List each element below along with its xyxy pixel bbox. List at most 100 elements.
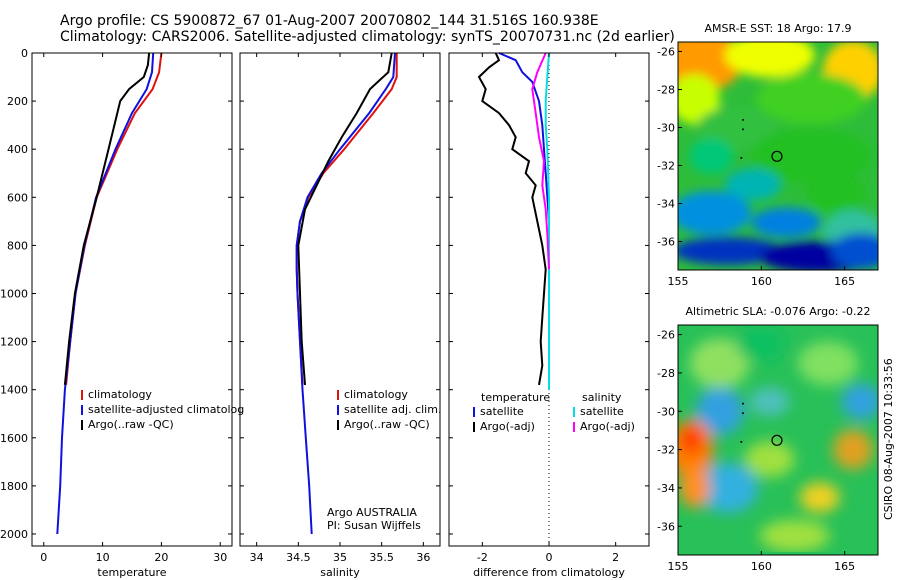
map-panels: 155 160 165 -26 -28 -30 -32 -34 -36 AMSR-E SST: 1… [657, 22, 879, 573]
legend-label: satellite [580, 405, 624, 418]
heatmap-cell [678, 74, 720, 124]
y-tick-label: -36 [657, 520, 675, 533]
heatmap-cell [799, 482, 840, 513]
x-tick-label: 160 [751, 560, 772, 573]
profile-panels: 0 10 20 30temperature0200400600800100012001… [0, 47, 650, 579]
chart-sst-map: 155 160 165 -26 -28 -30 -32 -34 -36 AMSR-E SST: 1… [657, 22, 879, 288]
legend-label: Argo(-adj) [580, 420, 635, 433]
axes-frame [239, 52, 441, 547]
y-tick-label: 800 [7, 239, 28, 252]
chart-salinity-profile: 34 34.5 35 35.5 36 salinity climatology satelli… [239, 52, 441, 579]
figure-title-line-1: Argo profile: CS 5900872_67 01-Aug-2007 … [60, 13, 599, 29]
heatmap-cell [695, 387, 744, 436]
y-tick-label: 1000 [0, 287, 28, 300]
legend-label: Argo(..raw -QC) [344, 418, 430, 431]
legend-label: satellite [480, 405, 524, 418]
heatmap-cell [696, 107, 777, 148]
heatmap-cell [689, 338, 750, 389]
y-tick-label: 1800 [0, 480, 28, 493]
y-tick-label: -28 [657, 84, 675, 97]
map-title: AMSR-E SST: 18 Argo: 17.9 [704, 22, 851, 35]
y-tick-label: 0 [21, 47, 28, 60]
heatmap-cell [749, 387, 790, 416]
x-axis-label: salinity [320, 566, 360, 579]
x-tick-label: 10 [96, 551, 110, 564]
heatmap-cells [678, 326, 878, 552]
heatmap-cells [678, 42, 878, 270]
track-point-marker [740, 440, 743, 443]
y-tick-label: -28 [657, 367, 675, 380]
legend-label: climatology [88, 388, 152, 401]
x-tick-label: 30 [213, 551, 227, 564]
heatmap-cell [689, 138, 734, 174]
legend-label: climatology [344, 388, 408, 401]
heatmap-cell [678, 237, 783, 265]
heatmap-cell [698, 462, 758, 513]
x-tick-label: 20 [154, 551, 168, 564]
axes-frame [31, 52, 233, 547]
track-point-marker [742, 412, 744, 415]
heatmap-cell [751, 207, 822, 238]
x-axis-label: temperature [97, 566, 166, 579]
legend-label: satellite adj. clim. [344, 403, 441, 416]
heatmap-cell [831, 233, 878, 269]
credit-annotation: PI: Susan Wijffels [327, 519, 421, 532]
credit-annotation: Argo AUSTRALIA [327, 506, 417, 519]
legend-heading-salinity: salinity [582, 391, 622, 404]
heatmap-cell [841, 383, 878, 420]
x-tick-label: 165 [834, 275, 855, 288]
y-tick-label: -34 [657, 482, 675, 495]
y-tick-label: 2000 [0, 528, 28, 541]
chart-difference-profile: -2 0 2 difference from climatology temperatu… [448, 52, 650, 579]
x-tick-label: 0 [546, 551, 553, 564]
y-tick-label: 1200 [0, 336, 28, 349]
heatmap-cell [681, 426, 702, 454]
heatmap-cell [798, 341, 858, 386]
series-line-satellite-adj-clim- [295, 52, 396, 535]
legend-label: Argo(..raw -QC) [88, 418, 174, 431]
x-tick-label: 35.5 [369, 551, 394, 564]
heatmap-field [678, 325, 878, 555]
y-tick-label: 1600 [0, 432, 28, 445]
y-tick-label: -36 [657, 236, 675, 249]
y-tick-label: -32 [657, 160, 675, 173]
y-tick-label: -30 [657, 122, 675, 135]
heatmap-cell [725, 168, 781, 201]
series-line-argo-raw-qc- [63, 52, 151, 385]
series-line-argo-raw-qc- [297, 52, 393, 385]
legend-label: satellite-adjusted climatolog [88, 403, 244, 416]
track-point-marker [742, 118, 744, 121]
heatmap-cell [679, 467, 710, 508]
series-line-salinity-argo-adj- [531, 52, 550, 270]
timestamp-stamp: CSIRO 08-Aug-2007 10:33:56 [882, 358, 895, 520]
heatmap-cell [833, 429, 873, 470]
legend-heading-temperature: temperature [481, 391, 550, 404]
y-tick-label: 200 [7, 95, 28, 108]
heatmap-cell [744, 441, 795, 478]
series-line-climatology [65, 52, 163, 385]
x-tick-label: 160 [751, 275, 772, 288]
chart-temperature-profile: 0 10 20 30 temperature 0 200 400 600 800 1000 1200 1… [0, 47, 244, 579]
x-tick-label: 35 [333, 551, 347, 564]
map-frame [677, 324, 879, 556]
heatmap-cell [678, 191, 752, 235]
y-tick-label: -26 [657, 46, 675, 59]
heatmap-field [678, 42, 878, 270]
track-point-marker [742, 128, 744, 131]
x-tick-label: 34 [250, 551, 264, 564]
y-tick-label: -30 [657, 405, 675, 418]
series-line-satellite-adjusted-climatolog [56, 52, 155, 535]
x-tick-label: -2 [477, 551, 488, 564]
argo-float-marker [771, 434, 783, 446]
y-tick-label: -26 [657, 329, 675, 342]
argo-float-marker [771, 150, 783, 162]
track-point-marker [742, 402, 744, 405]
y-tick-label: -34 [657, 198, 675, 211]
map-frame [677, 41, 879, 271]
x-tick-label: 165 [834, 560, 855, 573]
track-point-marker [740, 156, 743, 159]
x-tick-label: 36 [416, 551, 430, 564]
y-tick-label: -32 [657, 444, 675, 457]
map-title: Altimetric SLA: -0.076 Argo: -0.22 [686, 305, 871, 318]
